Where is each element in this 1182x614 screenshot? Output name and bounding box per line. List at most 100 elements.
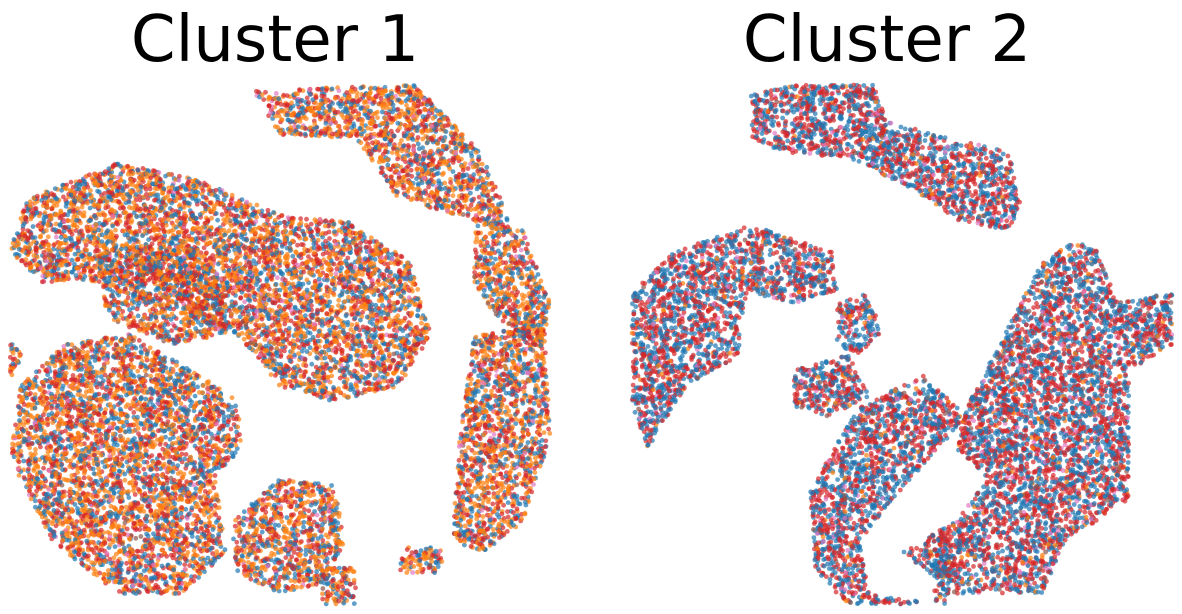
scatter-point xyxy=(276,113,282,119)
scatter-point xyxy=(373,94,379,99)
scatter-point xyxy=(460,173,466,178)
scatter-point xyxy=(336,128,342,134)
scatter-point xyxy=(276,214,282,220)
scatter-point xyxy=(321,94,327,99)
scatter-point xyxy=(493,256,498,262)
scatter-point xyxy=(394,162,400,168)
scatter-point xyxy=(429,167,434,173)
scatter-point xyxy=(498,213,504,218)
scatter-point xyxy=(425,140,430,146)
scatter-point xyxy=(68,179,74,185)
scatter-point xyxy=(524,300,530,305)
scatter-point xyxy=(204,182,209,188)
scatter-point xyxy=(513,292,519,298)
scatter-point xyxy=(404,168,410,174)
scatter-point xyxy=(330,101,335,106)
scatter-point xyxy=(281,92,287,98)
scatter-point xyxy=(487,231,493,236)
scatter-point xyxy=(380,169,385,175)
scatter-point xyxy=(354,94,360,100)
scatter-point xyxy=(503,248,508,253)
scatter-point xyxy=(390,102,396,108)
scatter-point xyxy=(414,128,420,133)
scatter-point xyxy=(218,189,224,195)
scatter-point xyxy=(397,141,403,147)
scatter-point xyxy=(371,131,377,137)
scatter-point xyxy=(463,178,469,184)
scatter-point xyxy=(253,245,259,250)
scatter-point xyxy=(344,107,349,112)
scatter-point xyxy=(359,131,364,137)
scatter-point xyxy=(243,293,249,298)
scatter-point xyxy=(511,286,517,291)
scatter-point xyxy=(495,264,500,270)
scatter-point xyxy=(285,112,290,118)
scatter-point xyxy=(485,172,491,178)
scatter-point xyxy=(500,318,506,324)
scatter-point xyxy=(472,270,477,275)
scatter-point xyxy=(312,121,318,127)
scatter-point xyxy=(508,263,513,269)
scatter-point xyxy=(304,216,309,222)
scatter-point xyxy=(539,314,544,319)
scatter-point xyxy=(438,151,444,156)
scatter-point xyxy=(403,83,409,89)
scatter-point xyxy=(360,367,366,372)
scatter-point xyxy=(323,88,329,93)
scatter-point xyxy=(513,254,519,259)
scatter-point xyxy=(494,238,500,244)
scatter-point xyxy=(381,386,387,392)
scatter-point xyxy=(289,215,295,221)
scatter-point xyxy=(455,198,461,204)
scatter-point xyxy=(390,95,395,100)
scatter-point xyxy=(420,121,425,127)
scatter-point xyxy=(275,232,281,237)
scatter-point xyxy=(443,129,449,135)
scatter-point xyxy=(535,272,541,277)
scatter-point xyxy=(409,173,415,179)
scatter-point xyxy=(411,143,417,149)
scatter-point xyxy=(479,161,485,167)
scatter-point xyxy=(362,136,368,142)
scatter-point xyxy=(388,174,394,180)
scatter-point xyxy=(436,203,442,208)
scatter-point xyxy=(422,164,428,169)
scatter-point xyxy=(450,210,455,216)
scatter-point xyxy=(502,295,507,300)
scatter-point xyxy=(353,132,359,137)
scatter-point xyxy=(476,262,482,268)
scatter-point xyxy=(475,223,481,229)
scatter-point xyxy=(388,137,394,143)
scatter-point xyxy=(349,125,355,130)
scatter-point xyxy=(344,114,350,120)
scatter-point xyxy=(391,133,397,139)
scatter-point xyxy=(482,265,487,271)
scatter-point xyxy=(414,192,419,197)
scatter-point xyxy=(328,245,334,251)
scatter-point xyxy=(377,145,382,150)
scatter-point xyxy=(437,137,442,142)
scatter-point xyxy=(426,154,432,160)
scatter-point xyxy=(373,302,379,308)
scatter-point xyxy=(332,96,338,101)
scatter-point xyxy=(404,102,409,108)
scatter-point xyxy=(272,96,278,101)
scatter-point xyxy=(405,136,411,142)
scatter-point xyxy=(231,329,237,335)
scatter-point xyxy=(408,157,413,163)
scatter-point xyxy=(476,178,481,184)
scatter-point xyxy=(411,147,417,152)
scatter-point xyxy=(353,114,358,120)
scatter-point xyxy=(298,373,304,379)
scatter-point xyxy=(394,183,400,188)
scatter-point xyxy=(345,331,351,337)
scatter-point xyxy=(304,95,310,101)
scatter-point xyxy=(382,136,388,142)
scatter-point xyxy=(348,114,353,120)
scatter-point xyxy=(454,174,459,180)
scatter-point xyxy=(367,135,372,141)
scatter-point xyxy=(309,109,315,114)
scatter-point xyxy=(387,141,392,147)
scatter-point xyxy=(344,90,350,95)
scatter-point xyxy=(541,319,547,324)
